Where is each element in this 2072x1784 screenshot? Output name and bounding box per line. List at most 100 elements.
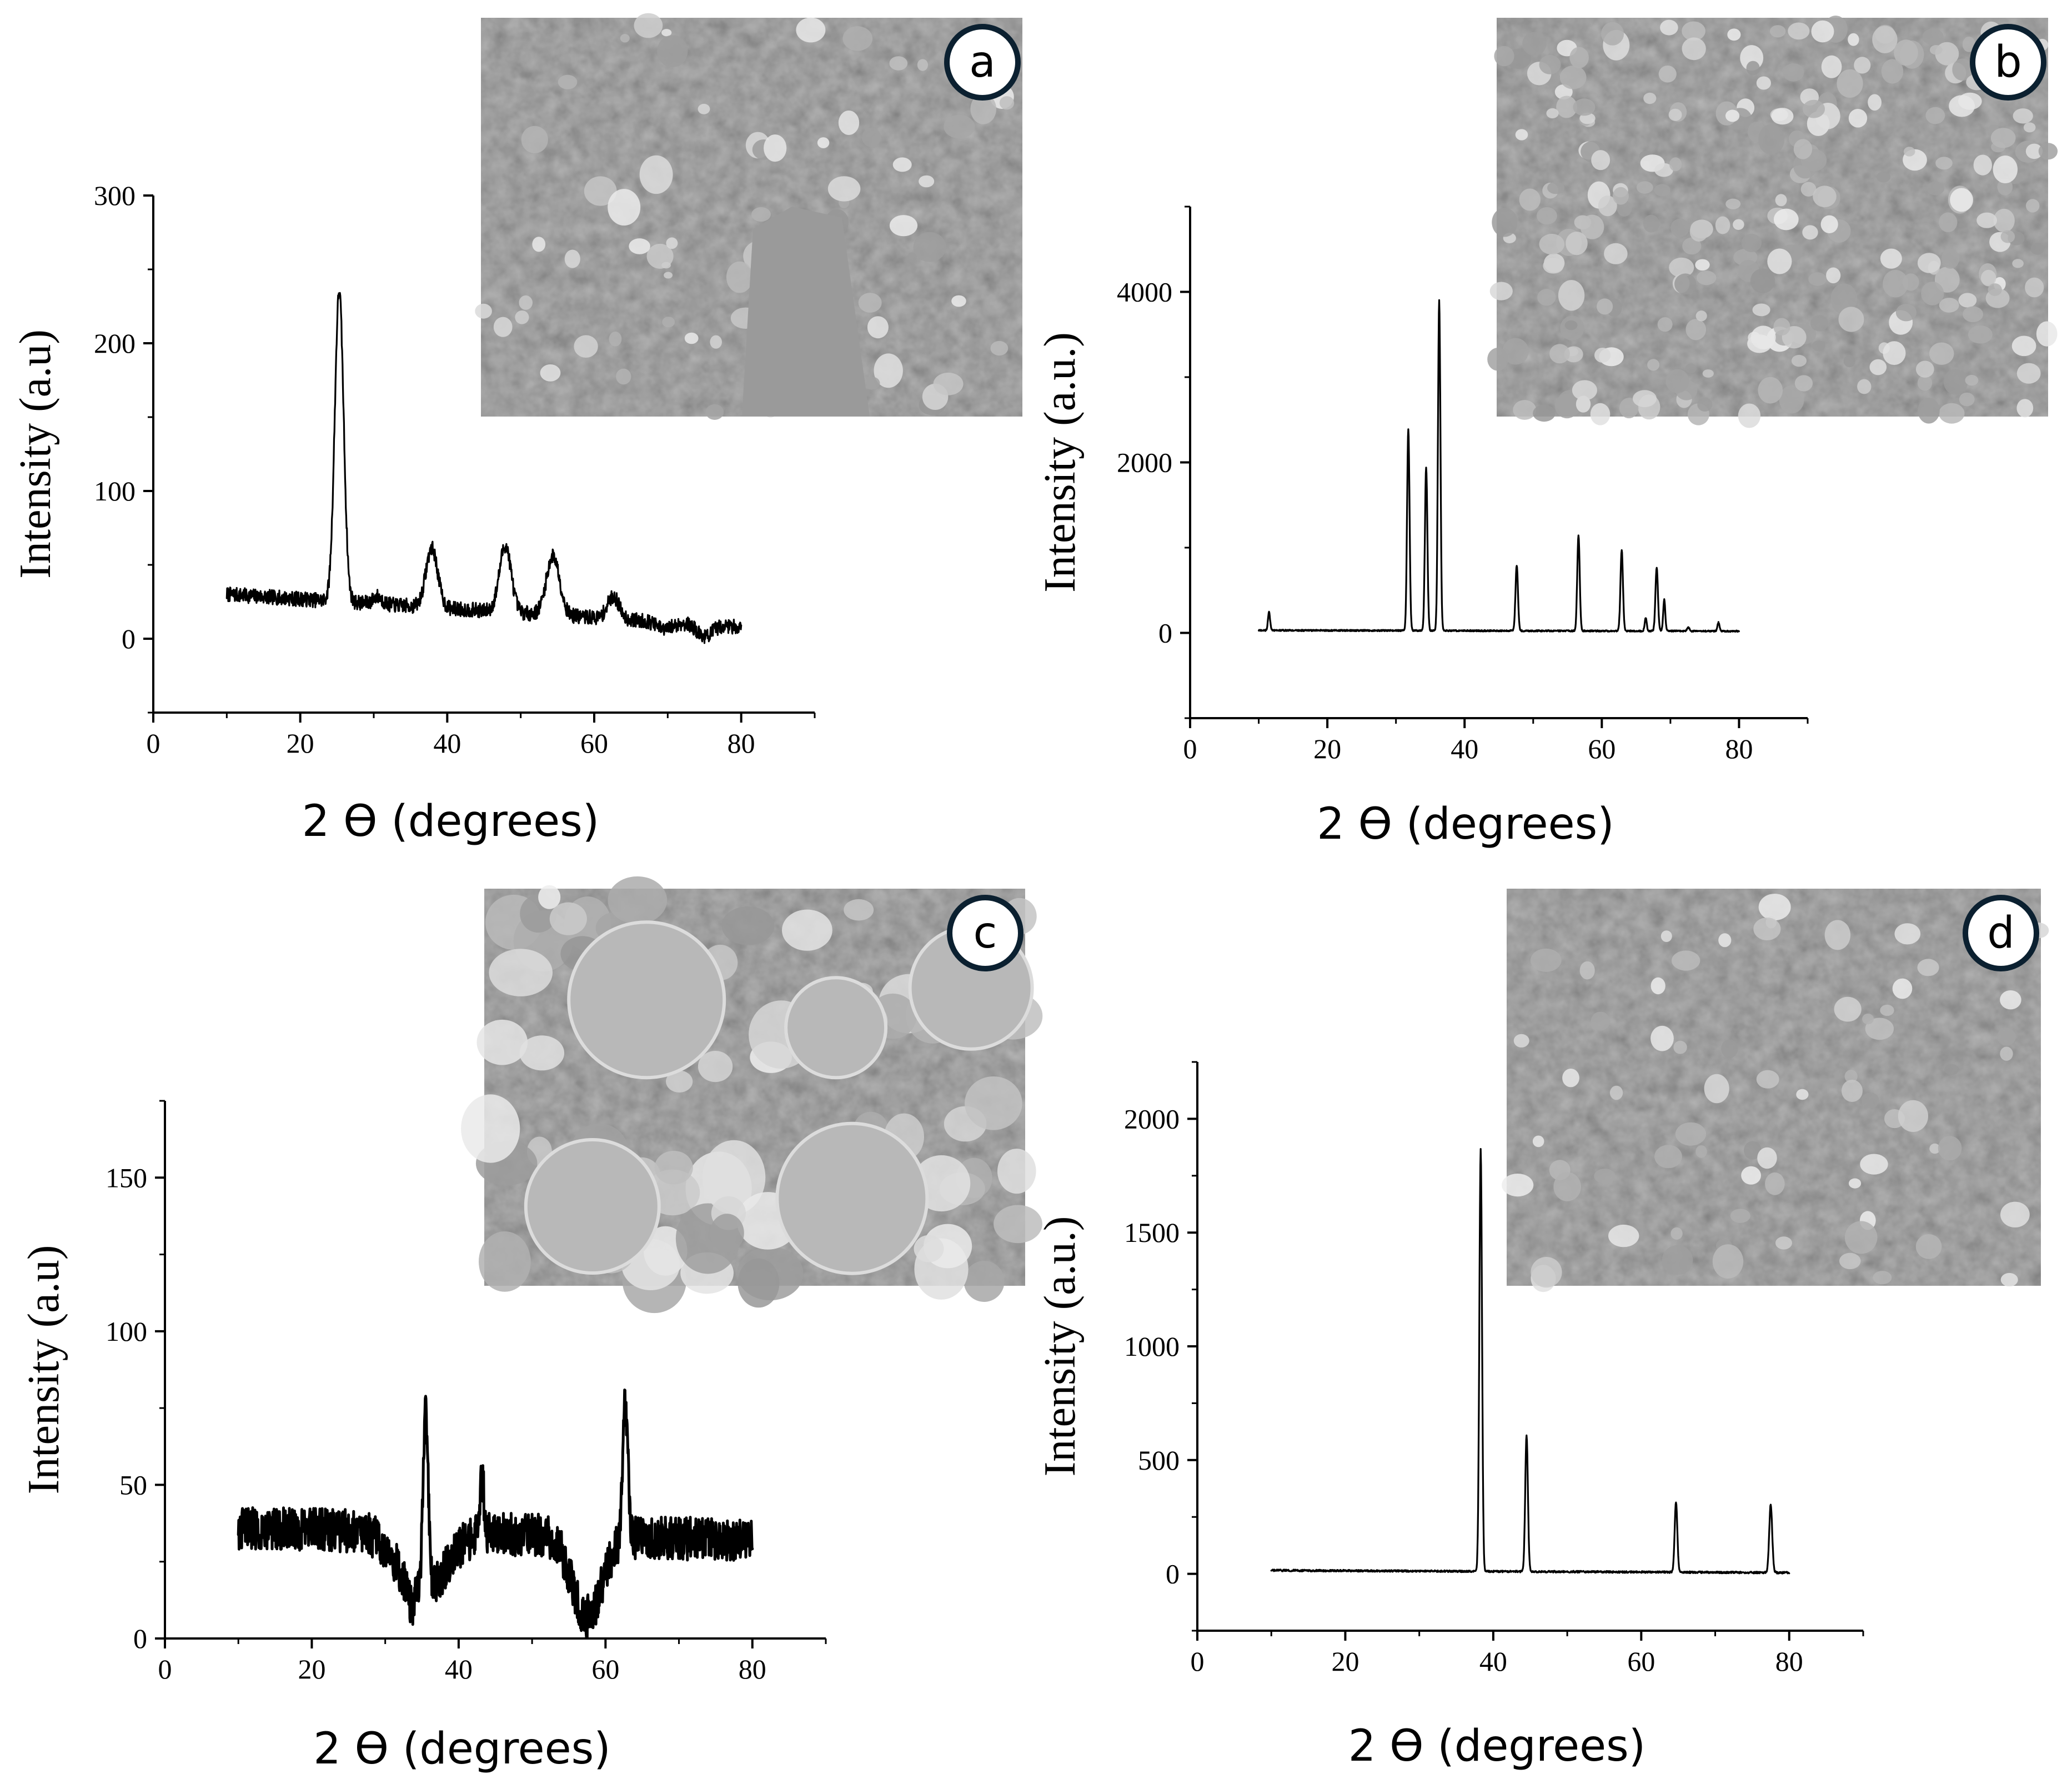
sem-particle [1650, 977, 1665, 995]
sem-particle [1872, 26, 1898, 53]
sem-particle [2000, 1201, 2030, 1227]
sem-particle [1758, 377, 1783, 404]
sem-particle [639, 155, 673, 194]
sem-particle [1803, 99, 1825, 118]
x-tick-label: 80 [739, 1653, 766, 1685]
sem-particle [705, 404, 724, 420]
sem-particle [1564, 320, 1578, 330]
sem-particle [1750, 325, 1776, 349]
sem-particle [775, 1121, 929, 1275]
sem-particle [1824, 920, 1851, 950]
y-tick-label: 0 [122, 623, 136, 654]
sem-particle [858, 293, 882, 313]
sem-particle [1609, 1085, 1623, 1100]
x-tick-label: 60 [1627, 1646, 1655, 1677]
sem-particle [1783, 63, 1804, 82]
sem-particle [1848, 33, 1859, 46]
sem-particle [1672, 950, 1700, 971]
sem-particle [964, 1261, 1005, 1302]
x-tick-label: 80 [1725, 733, 1753, 764]
panel-label-badge [1963, 895, 2039, 971]
panel-d: 0 20 40 60 80 0 500 1000 1500 2000 Intensity (a.u.… [1036, 889, 2049, 1771]
sem-particle [1689, 221, 1708, 242]
sem-particle [1917, 253, 1941, 273]
x-tick-label: 0 [158, 1653, 172, 1685]
sem-particle [1522, 32, 1547, 56]
sem-particle [2036, 321, 2058, 347]
sem-particle [1958, 293, 1977, 308]
y-axis-title: Intensity (a.u) [19, 1245, 68, 1495]
sem-particle [1880, 248, 1902, 269]
sem-particle [2016, 399, 2034, 418]
sem-particle [1515, 129, 1528, 141]
sem-particle [1660, 930, 1672, 942]
sem-particle [1793, 139, 1813, 159]
x-tick-label: 20 [298, 1653, 325, 1685]
sem-particle [917, 59, 928, 71]
x-tick-label: 80 [728, 728, 755, 759]
sem-particle [1537, 207, 1557, 225]
sem-particle [1741, 233, 1762, 252]
sem-particle [1988, 283, 2002, 296]
sem-particle [1674, 273, 1697, 295]
panel-label-badge [944, 24, 1021, 101]
sem-particle [2000, 1046, 2013, 1061]
sem-particle [710, 1214, 744, 1252]
sem-particle [1868, 94, 1882, 111]
sem-particle [666, 237, 678, 249]
sem-particle [933, 372, 964, 395]
sem-particle [844, 899, 874, 921]
sem-particle [608, 876, 668, 924]
sem-particle [2030, 243, 2044, 255]
sem-particle [889, 215, 918, 237]
sem-particle [1556, 96, 1577, 118]
sem-particle [1532, 1135, 1544, 1147]
sem-particle [2000, 990, 2021, 1010]
sem-particle [1597, 298, 1613, 315]
sem-particle [629, 238, 650, 254]
sem-particle [1750, 268, 1775, 293]
sem-particle [1929, 342, 1954, 365]
sem-particle [1839, 1252, 1861, 1270]
sem-particle [1591, 1011, 1611, 1031]
sem-particle [1775, 194, 1787, 207]
sem-particle [538, 885, 561, 909]
sem-particle [1844, 1221, 1878, 1254]
sem-particle [1695, 259, 1710, 271]
sem-particle [1539, 233, 1565, 255]
x-tick-label: 0 [1183, 733, 1197, 764]
sem-particle [1773, 208, 1799, 230]
sem-particle [1973, 154, 1992, 176]
sem-particle [1704, 1074, 1729, 1104]
sem-particle [990, 340, 1009, 356]
sem-particle [1727, 28, 1741, 41]
sem-particle [1883, 341, 1906, 365]
y-axis-title: Intensity (a.u.) [1036, 1216, 1085, 1477]
sem-particle [1752, 303, 1770, 317]
sem-particle [1943, 369, 1968, 395]
y-tick-label: 500 [1138, 1445, 1180, 1476]
sem-particle [558, 74, 578, 89]
sem-particle [1834, 996, 1862, 1022]
sem-particle [1808, 272, 1827, 286]
sem-particle [584, 176, 617, 206]
x-tick-label: 60 [580, 728, 608, 759]
y-tick-label: 1500 [1124, 1217, 1180, 1248]
sem-particle [1756, 76, 1771, 90]
sem-particle [827, 176, 861, 202]
sem-particle [1718, 933, 1732, 948]
sem-particle [1873, 1271, 1892, 1285]
sem-particle [1636, 181, 1653, 194]
sem-particle [661, 262, 671, 269]
sem-particle [1929, 45, 1943, 55]
sem-particle [1559, 66, 1587, 89]
panel-label-badge [1970, 24, 2046, 101]
sem-particle [1670, 218, 1690, 237]
sem-particle [1842, 1080, 1863, 1102]
x-tick-label: 40 [445, 1653, 473, 1685]
sem-particle [1531, 948, 1562, 972]
sem-particle [1767, 248, 1792, 274]
sem-particle [476, 1019, 528, 1065]
xrd-pattern-line [1258, 299, 1740, 633]
sem-particle [1997, 178, 2013, 196]
